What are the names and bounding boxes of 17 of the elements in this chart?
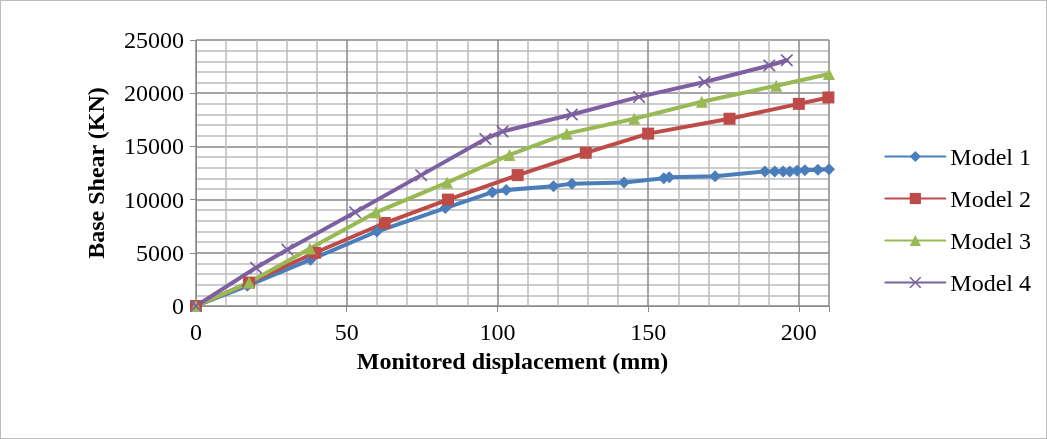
x-axis-title: Monitored displacement (mm): [356, 347, 669, 374]
x-tick-label: 0: [190, 319, 202, 345]
x-tick-label: 100: [479, 319, 516, 345]
y-tick-label: 10000: [124, 186, 184, 213]
y-tick-label: 25000: [124, 27, 184, 53]
legend-label: Model 3: [950, 227, 1032, 254]
x-tick-label: 50: [334, 319, 359, 345]
legend-label: Model 1: [950, 143, 1032, 170]
y-tick-label: 20000: [124, 80, 184, 107]
y-axis-title: Base Shear (KN): [83, 87, 109, 259]
legend-label: Model 4: [950, 269, 1032, 296]
y-tick-label: 0: [172, 293, 184, 319]
y-tick-label: 5000: [136, 239, 184, 266]
x-tick-label: 150: [630, 319, 667, 345]
y-tick-label: 15000: [124, 133, 184, 160]
x-tick-label: 200: [780, 319, 817, 345]
legend-label: Model 2: [950, 185, 1032, 212]
